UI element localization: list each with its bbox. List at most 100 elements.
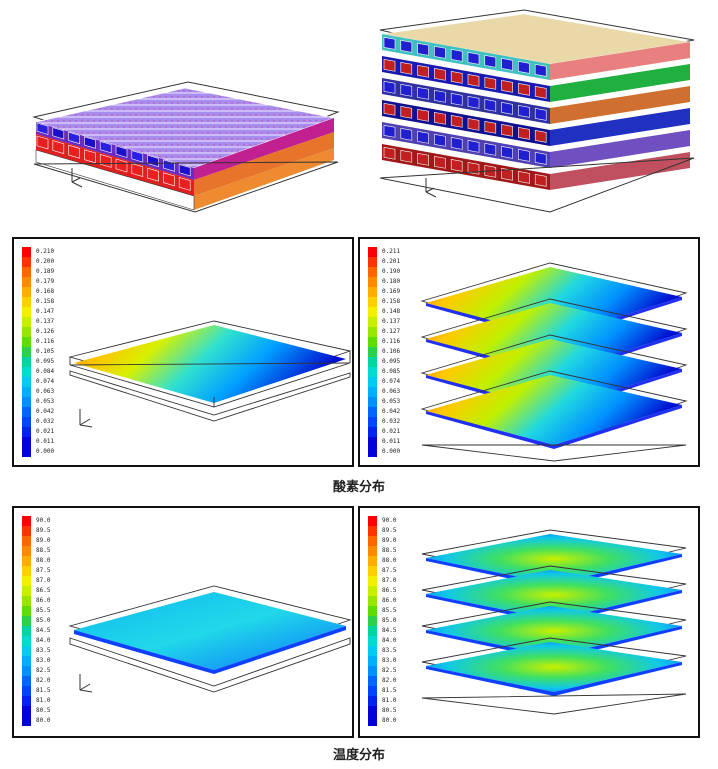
legend-entry: 86.0 <box>368 596 396 606</box>
channel-cell <box>36 122 49 135</box>
legend-entry: 82.5 <box>368 666 396 676</box>
axis-triad-icon <box>79 409 93 428</box>
legend-label: 0.000 <box>382 448 401 455</box>
legend-label: 81.0 <box>382 697 397 704</box>
legend-entry: 84.0 <box>22 636 50 646</box>
legend-swatch <box>22 646 31 656</box>
legend-entry: 90.0 <box>22 516 50 526</box>
legend-label: 0.200 <box>36 258 55 265</box>
legend-swatch <box>368 277 377 287</box>
legend-entry: 0.053 <box>22 397 54 407</box>
channel-cell <box>417 109 429 122</box>
legend-entry: 0.137 <box>22 317 54 327</box>
legend-swatch <box>22 257 31 267</box>
legend-swatch <box>22 546 31 556</box>
plate-outline <box>421 693 687 715</box>
legend-label: 86.0 <box>36 597 51 604</box>
channel-cell <box>417 131 429 144</box>
legend-swatch <box>368 556 377 566</box>
legend-entry: 0.042 <box>368 407 400 417</box>
channel-cell <box>434 134 446 147</box>
channel-cell <box>400 150 413 163</box>
legend-entry: 90.0 <box>368 516 396 526</box>
legend-entry: 0.179 <box>22 277 54 287</box>
legend-entry: 0.106 <box>368 347 400 357</box>
legend-label: 85.0 <box>36 617 51 624</box>
legend-entry: 0.011 <box>22 437 54 447</box>
legend-entry: 0.116 <box>368 337 400 347</box>
multi-stack-model <box>379 9 695 213</box>
legend-swatch <box>22 676 31 686</box>
legend-entry: 0.032 <box>22 417 54 427</box>
temperature-single-legend: 90.0 89.5 89.0 88.5 88.0 87.5 87.0 86.5 86.0 85.5… <box>22 516 50 726</box>
legend-label: 82.5 <box>382 667 397 674</box>
oxygen-layer-edge <box>426 333 682 377</box>
legend-swatch <box>22 357 31 367</box>
legend-entry: 86.0 <box>22 596 50 606</box>
legend-swatch <box>22 347 31 357</box>
legend-entry: 86.5 <box>368 586 396 596</box>
legend-swatch <box>22 666 31 676</box>
legend-entry: 82.0 <box>368 676 396 686</box>
legend-label: 0.127 <box>382 328 401 335</box>
channel-cell <box>484 143 497 156</box>
legend-swatch <box>368 596 377 606</box>
legend-swatch <box>22 447 31 457</box>
legend-label: 89.5 <box>36 527 51 534</box>
legend-swatch <box>368 566 377 576</box>
channel-cell <box>178 177 191 191</box>
legend-swatch <box>368 257 377 267</box>
axis-triad-icon <box>425 178 437 198</box>
legend-label: 0.021 <box>36 428 55 435</box>
legend-label: 83.0 <box>382 657 397 664</box>
legend-swatch <box>22 427 31 437</box>
legend-entry: 85.5 <box>22 606 50 616</box>
oxygen-layer <box>426 375 682 445</box>
legend-label: 90.0 <box>382 517 397 524</box>
oxygen-multi-plot <box>420 262 688 462</box>
legend-swatch <box>368 337 377 347</box>
stack-layer-side <box>550 42 690 80</box>
legend-entry: 89.0 <box>22 536 50 546</box>
legend-label: 0.190 <box>382 268 401 275</box>
legend-swatch <box>22 417 31 427</box>
legend-entry: 0.210 <box>22 247 54 257</box>
channel-cell <box>484 121 497 134</box>
legend-label: 89.5 <box>382 527 397 534</box>
channel-cell <box>534 152 547 165</box>
legend-label: 87.0 <box>382 577 397 584</box>
legend-label: 0.095 <box>36 358 55 365</box>
channel-cell <box>501 102 513 115</box>
channel-cell <box>501 80 513 93</box>
stack-layer-side <box>550 152 690 190</box>
legend-label: 88.0 <box>36 557 51 564</box>
channel-cell <box>68 131 80 145</box>
axis-triad-icon <box>79 674 93 693</box>
legend-label: 0.126 <box>36 328 55 335</box>
legend-swatch <box>368 716 377 726</box>
oxygen-layer <box>426 339 682 409</box>
legend-entry: 0.063 <box>22 387 54 397</box>
legend-label: 0.053 <box>382 398 401 405</box>
legend-swatch <box>22 367 31 377</box>
channel-cell <box>52 140 65 154</box>
legend-label: 0.180 <box>382 278 401 285</box>
legend-label: 87.5 <box>382 567 397 574</box>
legend-label: 80.5 <box>36 707 51 714</box>
channel-cell <box>434 68 446 81</box>
legend-entry: 0.190 <box>368 267 400 277</box>
temperature-layer-edge <box>426 590 682 624</box>
legend-swatch <box>22 307 31 317</box>
legend-label: 86.5 <box>36 587 51 594</box>
legend-swatch <box>368 447 377 457</box>
legend-label: 0.158 <box>382 298 401 305</box>
legend-label: 0.095 <box>382 358 401 365</box>
legend-entry: 0.158 <box>368 297 400 307</box>
legend-swatch <box>22 267 31 277</box>
channel-cell <box>434 90 446 103</box>
legend-swatch <box>22 686 31 696</box>
legend-swatch <box>22 636 31 646</box>
channel-cell <box>450 115 463 128</box>
legend-swatch <box>368 287 377 297</box>
legend-entry: 89.5 <box>368 526 396 536</box>
